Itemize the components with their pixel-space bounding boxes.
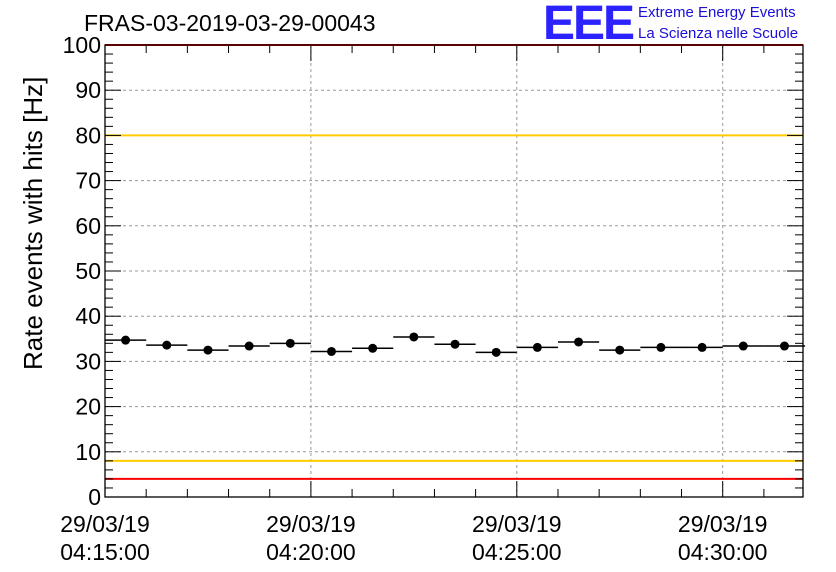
data-point bbox=[326, 346, 336, 356]
data-point bbox=[532, 342, 542, 352]
data-point bbox=[285, 338, 295, 348]
data-point bbox=[779, 341, 789, 351]
y-tick-label: 40 bbox=[75, 303, 101, 329]
data-point bbox=[738, 341, 748, 351]
data-point bbox=[491, 347, 501, 357]
x-tick-label-date: 29/03/19 bbox=[266, 511, 356, 537]
logo-mark: EEE bbox=[543, 0, 635, 50]
logo-line-1: Extreme Energy Events bbox=[638, 4, 796, 21]
x-tick-label-time: 04:30:00 bbox=[678, 539, 768, 565]
x-tick-label-date: 29/03/19 bbox=[60, 511, 150, 537]
y-tick-label: 10 bbox=[75, 439, 101, 465]
x-tick-label-time: 04:25:00 bbox=[472, 539, 562, 565]
y-tick-label: 50 bbox=[75, 258, 101, 284]
x-tick-label-date: 29/03/19 bbox=[472, 511, 562, 537]
logo-line-2: La Scienza nelle Scuole bbox=[638, 25, 799, 42]
data-point bbox=[368, 343, 378, 353]
grid-lines bbox=[105, 45, 803, 497]
data-point bbox=[121, 335, 131, 345]
y-tick-label: 30 bbox=[75, 348, 101, 374]
reference-lines bbox=[105, 44, 803, 480]
y-tick-label: 100 bbox=[63, 32, 101, 58]
x-tick-labels: 29/03/1904:15:0029/03/1904:20:0029/03/19… bbox=[60, 511, 767, 565]
x-tick-label-date: 29/03/19 bbox=[678, 511, 768, 537]
data-point bbox=[697, 342, 707, 352]
data-points bbox=[105, 332, 806, 357]
x-tick-label-time: 04:15:00 bbox=[60, 539, 150, 565]
y-tick-label: 80 bbox=[75, 122, 101, 148]
data-point bbox=[409, 332, 419, 342]
data-point bbox=[574, 337, 584, 347]
y-tick-label: 20 bbox=[75, 394, 101, 420]
data-point bbox=[450, 339, 460, 349]
chart-title: FRAS-03-2019-03-29-00043 bbox=[84, 10, 376, 36]
y-tick-label: 60 bbox=[75, 213, 101, 239]
y-tick-label: 90 bbox=[75, 77, 101, 103]
data-point bbox=[162, 340, 172, 350]
y-tick-labels: 0 10 20 30 40 50 60 70 80 90 100 bbox=[63, 32, 101, 510]
data-point bbox=[615, 345, 625, 355]
x-tick-label-time: 04:20:00 bbox=[266, 539, 356, 565]
y-tick-label: 0 bbox=[88, 484, 101, 510]
data-point bbox=[656, 342, 666, 352]
data-point bbox=[203, 345, 213, 355]
y-tick-label: 70 bbox=[75, 168, 101, 194]
data-point bbox=[244, 341, 254, 351]
y-axis-label: Rate events with hits [Hz] bbox=[18, 76, 48, 370]
axis-ticks bbox=[104, 44, 803, 498]
eee-logo: EEE Extreme Energy Events La Scienza nel… bbox=[543, 0, 833, 50]
